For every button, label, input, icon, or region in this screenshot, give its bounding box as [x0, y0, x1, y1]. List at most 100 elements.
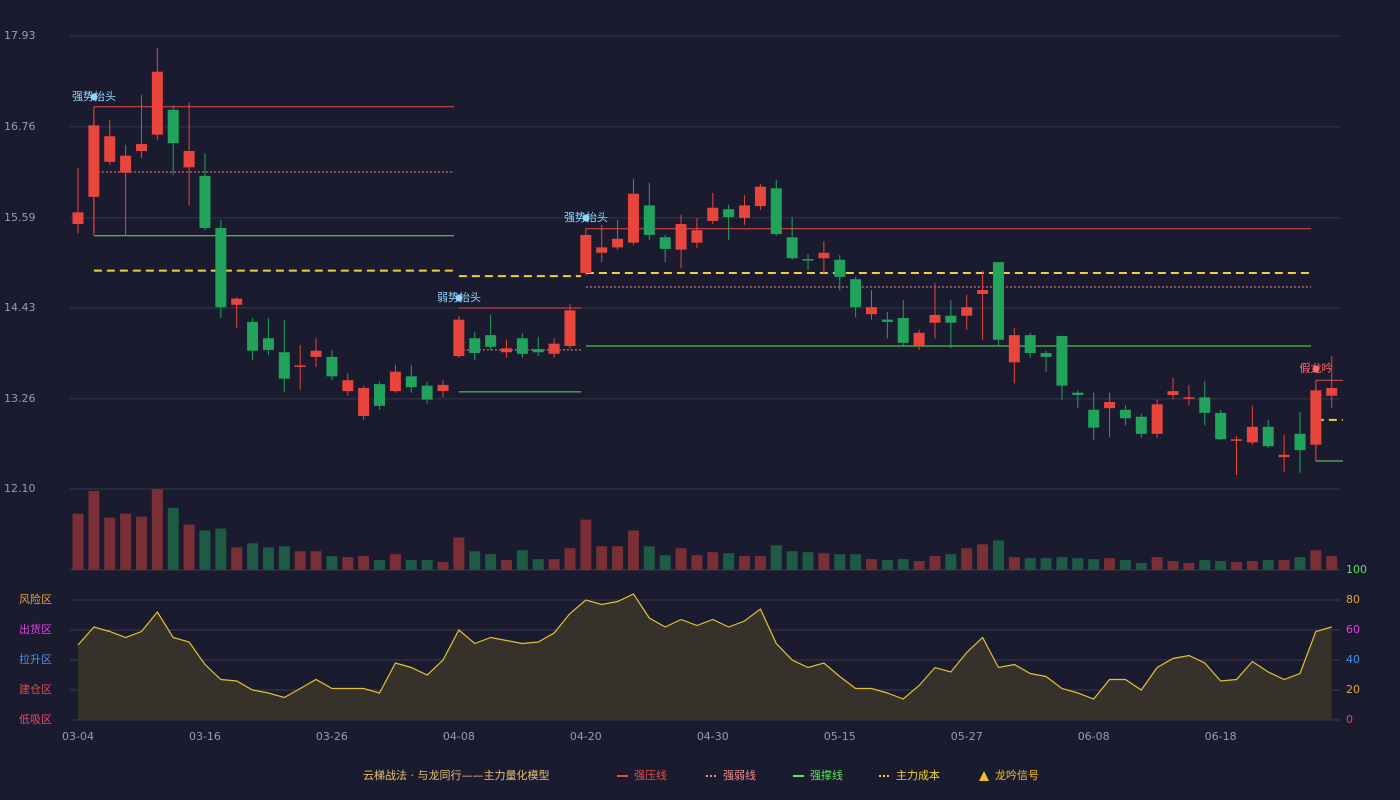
volume-bar	[294, 551, 306, 570]
volume-bar	[961, 548, 973, 570]
volume-bar	[675, 548, 687, 570]
volume-bar	[326, 556, 338, 570]
volume-bar	[310, 551, 322, 570]
volume-bar	[1040, 558, 1052, 570]
volume-bar	[437, 562, 449, 570]
candle-body	[1008, 335, 1020, 363]
volume-bar	[135, 516, 147, 570]
candle-body	[739, 205, 751, 218]
y-tick-label: 20	[1346, 683, 1360, 696]
candle-body	[1104, 401, 1116, 409]
volume-bar	[834, 554, 846, 570]
candle-body	[691, 230, 703, 243]
candle-body	[627, 193, 639, 243]
volume-bar	[405, 560, 417, 570]
volume-bar	[945, 554, 957, 570]
volume-bar	[421, 560, 433, 570]
candle-body	[977, 290, 989, 294]
candle-body	[104, 136, 116, 162]
volume-bar	[342, 557, 354, 570]
volume-bar	[1088, 559, 1100, 570]
volume-bar	[897, 559, 909, 570]
candle-body	[754, 186, 766, 207]
volume-bar	[1215, 561, 1227, 570]
volume-bar	[1326, 556, 1338, 570]
volume-bar	[1072, 558, 1084, 570]
candle-body	[1246, 426, 1258, 443]
x-tick-label: 06-08	[1078, 730, 1110, 743]
volume-bar	[516, 550, 528, 570]
candle-body	[1088, 409, 1100, 428]
volume-bar	[627, 530, 639, 570]
y-tick-label: 16.76	[4, 120, 36, 133]
volume-bar	[850, 554, 862, 570]
candle-body	[1215, 412, 1227, 440]
candle-body	[770, 188, 782, 235]
y-tick-label: 40	[1346, 653, 1360, 666]
volume-bar	[358, 556, 370, 570]
candle-body	[199, 175, 211, 228]
candle-body	[1040, 353, 1052, 357]
volume-bar	[532, 559, 544, 570]
annotation-dot	[455, 294, 463, 302]
annotation: 弱势抬头	[437, 290, 481, 304]
volume-bar	[167, 507, 179, 570]
volume-bar	[1167, 561, 1179, 570]
candle-body	[1024, 335, 1036, 354]
candle-body	[1072, 392, 1084, 395]
candle-body	[913, 332, 925, 347]
annotation-dot	[1312, 365, 1320, 373]
volume-bar	[659, 555, 671, 570]
volume-bar	[500, 560, 512, 570]
zone-label: 建仓区	[19, 682, 52, 696]
x-tick-label: 06-18	[1205, 730, 1237, 743]
candle-body	[88, 125, 100, 197]
volume-bar	[596, 546, 608, 570]
zone-label: 拉升区	[19, 652, 52, 666]
candle-body	[881, 319, 893, 322]
candle-body	[358, 387, 370, 416]
volume-bar	[1056, 557, 1068, 570]
volume-bar	[453, 537, 465, 570]
candle-body	[389, 371, 401, 392]
candle-body	[183, 150, 195, 168]
volume-bar	[1231, 562, 1243, 570]
x-tick-label: 05-15	[824, 730, 856, 743]
candle-body	[120, 155, 132, 173]
candle-body	[72, 212, 84, 225]
y-tick-label: 17.93	[4, 29, 36, 42]
volume-bar	[1199, 560, 1211, 570]
candle-body	[580, 234, 592, 273]
candle-body	[135, 144, 147, 151]
annotation-dot	[582, 214, 590, 222]
volume-bar	[1024, 558, 1036, 570]
candle-body	[1119, 409, 1131, 419]
volume-bar	[739, 556, 751, 570]
volume-bar	[262, 547, 274, 570]
candle-body	[945, 315, 957, 323]
candle-body	[1183, 397, 1195, 399]
volume-bar	[183, 524, 195, 570]
volume-bar	[612, 546, 624, 570]
volume-bar	[818, 553, 830, 570]
candle-body	[818, 252, 830, 259]
candle-body	[500, 348, 512, 353]
volume-bar	[1151, 557, 1163, 570]
candle-body	[866, 307, 877, 315]
x-tick-label: 03-04	[62, 730, 94, 743]
volume-bar	[485, 554, 497, 570]
legend-swatch	[979, 771, 989, 781]
legend-label: 龙吟信号	[995, 768, 1039, 782]
candle-body	[802, 259, 814, 261]
volume-bar	[374, 560, 386, 570]
candle-body	[992, 262, 1004, 340]
volume-bar	[151, 489, 163, 570]
candle-body	[1326, 387, 1338, 396]
y-tick-label: 80	[1346, 593, 1360, 606]
candle-body	[421, 385, 433, 400]
candle-body	[1056, 335, 1068, 386]
zone-label: 低吸区	[19, 713, 52, 726]
candle-body	[659, 237, 671, 249]
x-tick-label: 04-08	[443, 730, 475, 743]
